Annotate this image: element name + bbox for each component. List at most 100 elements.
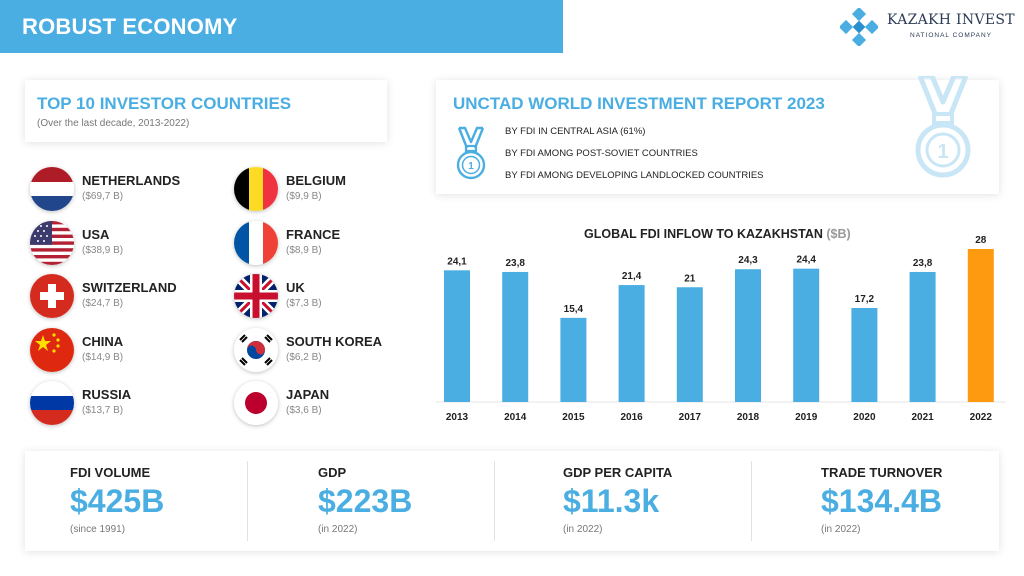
data-label-2015: 15,4 <box>564 304 584 315</box>
stat-label: FDI VOLUME <box>70 465 151 480</box>
country-value: ($8,9 B) <box>286 245 322 256</box>
country-value: ($13,7 B) <box>82 405 124 416</box>
bar-2019 <box>793 268 820 402</box>
stat-note: (in 2022) <box>563 524 603 535</box>
chart-title-unit: ($B) <box>826 227 851 241</box>
country-value: ($24,7 B) <box>82 298 124 309</box>
x-tick-2020: 2020 <box>853 412 876 423</box>
data-label-2018: 24,3 <box>738 255 758 266</box>
stat-label: GDP <box>318 465 347 480</box>
stat-value: $11.3k <box>563 483 660 519</box>
bar-2018 <box>735 269 761 402</box>
page-title-banner: ROBUST ECONOMY <box>0 0 563 53</box>
france-flag-icon <box>234 221 278 265</box>
medal-icon: 1 <box>456 126 486 180</box>
japan-flag-icon <box>234 381 278 425</box>
investors-header-card: TOP 10 INVESTOR COUNTRIES (Over the last… <box>25 80 387 142</box>
country-belgium: BELGIUM ($9,9 B) <box>234 167 424 213</box>
x-tick-2014: 2014 <box>504 412 527 423</box>
data-label-2013: 24,1 <box>447 256 467 267</box>
country-name: FRANCE <box>286 227 341 242</box>
country-value: ($69,7 B) <box>82 191 124 202</box>
country-japan: JAPAN ($3,6 B) <box>234 381 424 427</box>
logo-subtitle: NATIONAL COMPANY <box>910 32 992 39</box>
stat-label: GDP PER CAPITA <box>563 465 673 480</box>
usa-flag-icon <box>30 221 74 265</box>
medal-number: 1 <box>468 161 474 172</box>
country-china: CHINA ($14,9 B) <box>30 328 220 374</box>
data-label-2019: 24,4 <box>796 255 816 266</box>
data-label-2017: 21 <box>684 273 696 284</box>
country-name: UK <box>286 280 305 295</box>
page-title: ROBUST ECONOMY <box>22 14 238 39</box>
stat-divider <box>247 461 248 541</box>
ranking-item: BY FDI AMONG DEVELOPING LANDLOCKED COUNT… <box>505 170 764 181</box>
country-south-korea: SOUTH KOREA ($6,2 B) <box>234 328 424 374</box>
belgium-flag-icon <box>234 167 278 211</box>
stat-note: (in 2022) <box>821 524 861 535</box>
stat-divider <box>494 461 495 541</box>
company-logo: KAZAKH INVEST NATIONAL COMPANY <box>840 8 1015 48</box>
stats-card: FDI VOLUME $425B (since 1991) GDP $223B … <box>25 451 999 551</box>
country-switzerland: SWITZERLAND ($24,7 B) <box>30 274 220 320</box>
country-name: SOUTH KOREA <box>286 334 383 349</box>
uk-flag-icon <box>234 274 278 318</box>
country-value: ($9,9 B) <box>286 191 322 202</box>
fdi-bar-chart: 24,1 2013 23,8 2014 15,4 2015 21,4 2016 21 2017 24… <box>436 235 1006 423</box>
ranking-item: BY FDI IN CENTRAL ASIA (61%) <box>505 126 646 137</box>
country-netherlands: NETHERLANDS ($69,7 B) <box>30 167 220 213</box>
data-label-2020: 17,2 <box>855 294 875 305</box>
bar-2020 <box>851 308 878 402</box>
logo-name: KAZAKH INVEST <box>887 12 1015 28</box>
russia-flag-icon <box>30 381 74 425</box>
bar-2022 <box>967 249 994 402</box>
country-name: RUSSIA <box>82 387 132 402</box>
country-value: ($38,9 B) <box>82 245 124 256</box>
netherlands-flag-icon <box>30 167 74 211</box>
stat-label: TRADE TURNOVER <box>821 465 943 480</box>
country-value: ($6,2 B) <box>286 352 322 363</box>
country-value: ($3,6 B) <box>286 405 322 416</box>
stat-note: (since 1991) <box>70 524 126 535</box>
ranking-item: BY FDI AMONG POST-SOVIET COUNTRIES <box>505 148 698 159</box>
medal-watermark-number: 1 <box>937 141 948 163</box>
data-label-2016: 21,4 <box>622 271 642 282</box>
switzerland-flag-icon <box>30 274 74 318</box>
x-tick-2021: 2021 <box>911 412 934 423</box>
stat-note: (in 2022) <box>318 524 358 535</box>
unctad-card: UNCTAD WORLD INVESTMENT REPORT 2023 1 1 … <box>436 76 999 194</box>
south-korea-flag-icon <box>234 328 278 372</box>
chart-title: GLOBAL FDI INFLOW TO KAZAKHSTAN ($B) <box>584 227 851 241</box>
x-tick-2016: 2016 <box>620 412 643 423</box>
medal-watermark-icon: 1 <box>915 76 971 178</box>
country-uk: UK ($7,3 B) <box>234 274 424 320</box>
country-name: BELGIUM <box>286 173 346 188</box>
x-tick-2015: 2015 <box>562 412 585 423</box>
country-name: NETHERLANDS <box>82 173 181 188</box>
x-tick-2017: 2017 <box>679 412 702 423</box>
country-name: SWITZERLAND <box>82 280 177 295</box>
stat-value: $223B <box>318 483 413 519</box>
stat-value: $425B <box>70 483 165 519</box>
bar-2014 <box>502 271 529 402</box>
unctad-title: UNCTAD WORLD INVESTMENT REPORT 2023 <box>453 94 825 113</box>
investors-title: TOP 10 INVESTOR COUNTRIES <box>37 94 292 113</box>
bar-2021 <box>909 271 936 402</box>
china-flag-icon <box>30 328 74 372</box>
bar-2013 <box>444 270 470 402</box>
country-france: FRANCE ($8,9 B) <box>234 221 424 267</box>
bar-2017 <box>676 287 703 402</box>
country-value: ($7,3 B) <box>286 298 322 309</box>
data-label-2014: 23,8 <box>505 258 525 269</box>
country-name: CHINA <box>82 334 124 349</box>
country-name: USA <box>82 227 110 242</box>
diamond-logo-icon <box>840 8 878 46</box>
x-tick-2019: 2019 <box>795 412 818 423</box>
x-tick-2013: 2013 <box>446 412 469 423</box>
stat-divider <box>751 461 752 541</box>
country-value: ($14,9 B) <box>82 352 124 363</box>
x-tick-2018: 2018 <box>737 412 760 423</box>
investors-subtitle: (Over the last decade, 2013-2022) <box>37 118 190 129</box>
bar-2015 <box>560 317 587 402</box>
country-russia: RUSSIA ($13,7 B) <box>30 381 220 427</box>
